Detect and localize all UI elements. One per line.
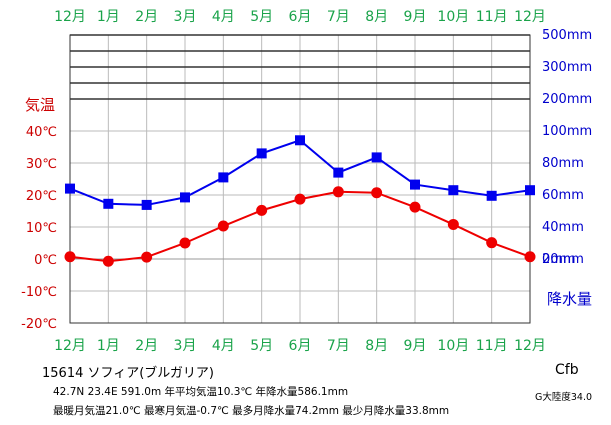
precipitation-point [295,135,305,146]
station-stats-line-2: 最暖月気温21.0℃ 最寒月気温-0.7℃ 最多月降水量74.2mm 最少月降水… [53,405,450,417]
month-label-top: 2月 [135,9,158,25]
temperature-point [371,187,383,199]
precipitation-tick-label: 40mm [542,220,584,235]
precipitation-axis-label: 降水量 [547,290,592,308]
precipitation-point [371,152,382,163]
temperature-tick-label: 0℃ [34,253,57,268]
temperature-point [179,237,191,249]
precipitation-point [65,183,75,194]
precipitation-tick-label: 0mm [542,252,576,267]
station-title: 15614 ソフィア(ブルガリア) [42,366,214,381]
tick-labels: 12月 12月 1月 1月 2月 2月 3月 3月 4月 4月 5月 5月 6月 6月 7月 7月 8月 8月 9月… [21,9,592,354]
month-label-top: 12月 [514,9,546,25]
precipitation-tick-label: 60mm [542,188,584,203]
precipitation-point [218,172,229,183]
month-label-bottom: 12月 [54,338,86,354]
temperature-point [332,186,344,198]
temperature-point [64,251,76,263]
temperature-point [409,201,421,213]
plot-frame [69,34,531,324]
precipitation-tick-label: 300mm [542,60,592,75]
precipitation-point [103,198,114,209]
precipitation-point [180,192,190,203]
month-label-bottom: 11月 [476,338,508,354]
temperature-point [524,251,536,263]
month-label-bottom: 12月 [514,338,546,354]
temperature-tick-label: -20℃ [21,317,57,332]
temperature-tick-label: 20℃ [26,189,57,204]
month-label-bottom: 1月 [97,338,120,354]
climate-classification: Cfb [555,362,579,378]
month-label-top: 12月 [54,9,86,25]
month-label-bottom: 2月 [135,338,158,354]
month-label-bottom: 10月 [437,338,469,354]
month-label-top: 8月 [365,9,388,25]
month-label-top: 6月 [289,9,312,25]
temperature-tick-label: 30℃ [26,157,57,172]
temperature-point [486,237,498,249]
temperature-point [141,251,153,263]
temperature-point [294,193,306,205]
precipitation-point [141,199,152,210]
month-label-top: 4月 [212,9,235,25]
month-label-top: 3月 [174,9,197,25]
month-label-bottom: 3月 [174,338,197,354]
month-label-top: 7月 [327,9,350,25]
precipitation-tick-label: 500mm [542,28,592,43]
temperature-tick-label: 40℃ [26,125,57,140]
month-label-top: 1月 [97,9,120,25]
temperature-point [217,220,229,232]
precipitation-tick-label: 200mm [542,92,592,107]
month-label-bottom: 4月 [212,338,235,354]
precipitation-tick-label: 100mm [542,124,592,139]
temperature-tick-label: -10℃ [21,285,57,300]
month-label-top: 5月 [250,9,273,25]
month-label-bottom: 7月 [327,338,350,354]
month-label-bottom: 6月 [289,338,312,354]
month-label-bottom: 8月 [365,338,388,354]
precipitation-series [65,135,535,210]
temperature-tick-label: 10℃ [26,221,57,236]
precipitation-point [333,167,344,178]
precipitation-tick-label: 20mm [542,252,584,267]
precipitation-point [256,148,267,159]
month-label-top: 11月 [476,9,508,25]
precipitation-tick-label: 80mm [542,156,584,171]
precipitation-point [525,185,535,196]
temperature-point [102,255,114,267]
temperature-axis-label: 気温 [25,96,55,114]
temperature-series [64,186,536,267]
precipitation-point [486,190,497,201]
month-label-top: 9月 [404,9,427,25]
month-label-top: 10月 [437,9,469,25]
temperature-point [256,204,268,216]
month-label-bottom: 9月 [404,338,427,354]
grid [69,34,531,324]
precipitation-point [448,185,459,196]
temperature-point [447,218,459,230]
station-stats-line-1: 42.7N 23.4E 591.0m 年平均気温10.3℃ 年降水量586.1m… [53,386,349,398]
precipitation-point [410,179,420,190]
month-label-bottom: 5月 [250,338,273,354]
continentality-index: G大陸度34.0 [535,392,593,403]
